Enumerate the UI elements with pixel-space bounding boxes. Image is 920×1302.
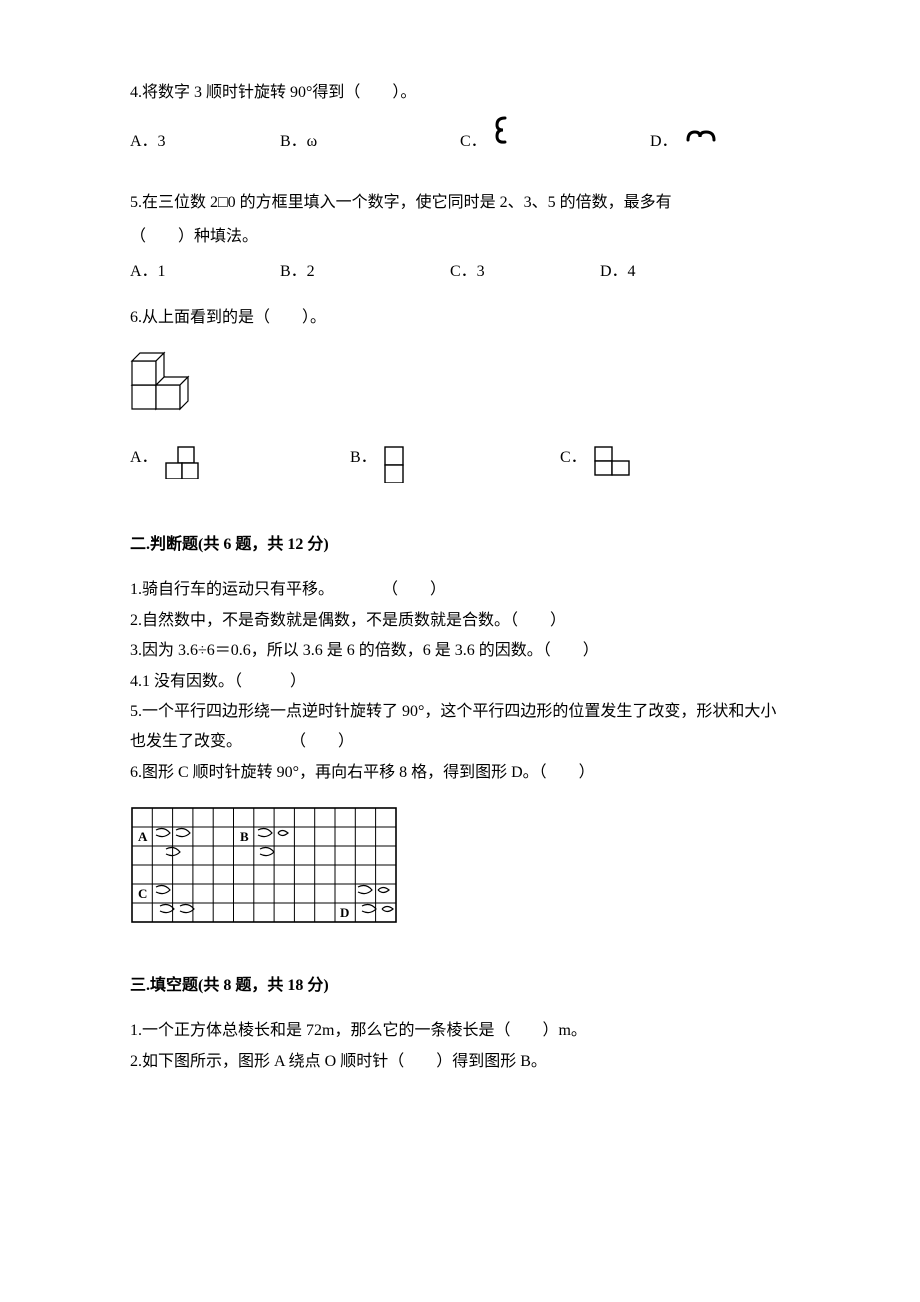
section2-list: 1.骑自行车的运动只有平移。 （ ） 2.自然数中，不是奇数就是偶数，不是质数就… [130, 575, 790, 788]
q6-optc-shape-icon [593, 445, 633, 486]
rotated-3-icon [682, 122, 720, 155]
judge-item-5: 5.一个平行四边形绕一点逆时针旋转了 90°，这个平行四边形的位置发生了改变，形… [130, 697, 790, 758]
judge-item-2: 2.自然数中，不是奇数就是偶数，不是质数就是合数。（ ） [130, 606, 790, 636]
q4-option-a: A．3 [130, 129, 280, 155]
q4-optc-label: C． [460, 129, 487, 155]
q6-option-b: B． [350, 445, 560, 492]
q5-option-d: D．4 [600, 259, 636, 285]
q6-opta-label: A． [130, 445, 158, 471]
q6-option-c: C． [560, 445, 633, 486]
judge-item-4: 4.1 没有因数。（ ） [130, 667, 790, 697]
q6-optb-shape-icon [383, 445, 405, 492]
judge-item-1: 1.骑自行车的运动只有平移。 （ ） [130, 575, 790, 605]
q4-option-c: C． [460, 114, 650, 155]
question-5: 5.在三位数 2□0 的方框里填入一个数字，使它同时是 2、3、5 的倍数，最多… [130, 190, 790, 285]
q6-text: 6.从上面看到的是（ ）。 [130, 305, 790, 331]
cube-diagram [130, 349, 790, 422]
q4-optd-label: D． [650, 129, 678, 155]
epsilon-icon [491, 114, 513, 155]
svg-text:A: A [138, 829, 148, 844]
svg-text:D: D [340, 905, 349, 920]
q5-options: A．1 B．2 C．3 D．4 [130, 259, 790, 285]
q4-option-b: B．ω [280, 129, 460, 155]
section3-title: 三.填空题(共 8 题，共 18 分) [130, 973, 790, 999]
q5-option-a: A．1 [130, 259, 280, 285]
q6-optc-label: C． [560, 445, 587, 471]
svg-text:B: B [240, 829, 249, 844]
q5-option-c: C．3 [450, 259, 600, 285]
q6-opta-shape-icon [164, 445, 212, 488]
section3-list: 1.一个正方体总棱长和是 72m，那么它的一条棱长是（ ）m。 2.如下图所示，… [130, 1016, 790, 1077]
judge-item-3: 3.因为 3.6÷6＝0.6，所以 3.6 是 6 的倍数，6 是 3.6 的因… [130, 636, 790, 666]
q5-option-b: B．2 [280, 259, 450, 285]
q4-options: A．3 B．ω C． D． [130, 114, 790, 155]
fill-item-1: 1.一个正方体总棱长和是 72m，那么它的一条棱长是（ ）m。 [130, 1016, 790, 1046]
q6-option-a: A． [130, 445, 350, 488]
question-6: 6.从上面看到的是（ ）。 A． [130, 305, 790, 492]
q6-optb-label: B． [350, 445, 377, 471]
section2-title: 二.判断题(共 6 题，共 12 分) [130, 532, 790, 558]
grid-diagram: A B C D [130, 806, 790, 933]
svg-text:C: C [138, 886, 147, 901]
judge-item-6: 6.图形 C 顺时针旋转 90°，再向右平移 8 格，得到图形 D。（ ） [130, 758, 790, 788]
q5-text1: 5.在三位数 2□0 的方框里填入一个数字，使它同时是 2、3、5 的倍数，最多… [130, 190, 790, 216]
fill-item-2: 2.如下图所示，图形 A 绕点 O 顺时针（ ）得到图形 B。 [130, 1047, 790, 1077]
q4-option-d: D． [650, 122, 720, 155]
q6-options: A． B． [130, 445, 790, 492]
q4-text: 4.将数字 3 顺时针旋转 90°得到（ ）。 [130, 80, 790, 106]
question-4: 4.将数字 3 顺时针旋转 90°得到（ ）。 A．3 B．ω C． D． [130, 80, 790, 154]
q5-text2: （ ）种填法。 [130, 224, 790, 250]
